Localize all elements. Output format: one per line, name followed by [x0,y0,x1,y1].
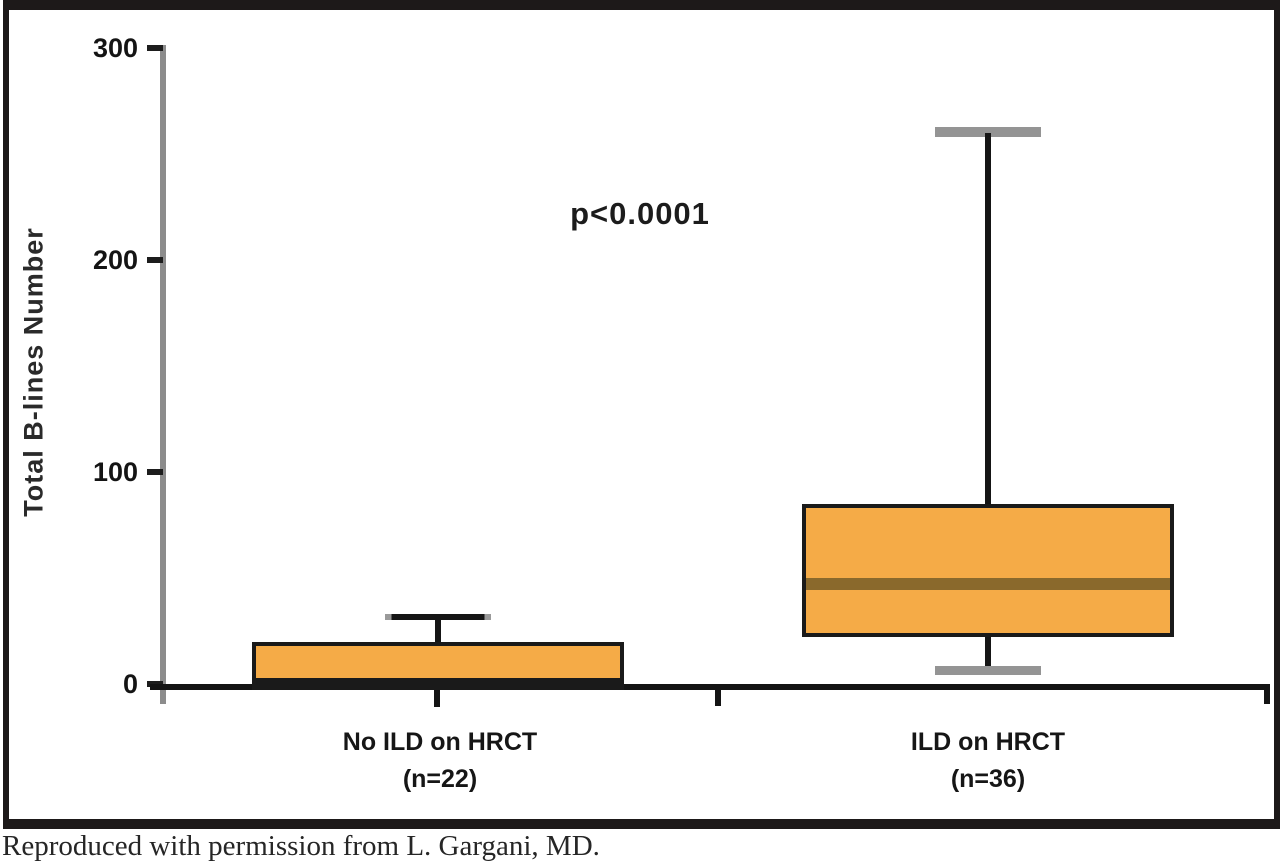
x-category-label-ild-n: (n=36) [950,765,1026,793]
x-category-label-no-ild-name: No ILD on HRCT [342,728,538,756]
figure-caption: Reproduced with permission from L. Garga… [2,830,600,862]
left-boxplot-box [252,641,624,690]
y-tick-label-200: 200 [92,245,138,275]
chart-frame-border [3,0,1280,829]
right-boxplot-box [802,503,1174,638]
left-box-upper-whisker-cap [385,614,491,621]
x-axis-line [150,684,1270,690]
right-box-upper-whisker-line [985,132,991,504]
x-category-label-ild: ILD on HRCT (n=36) [828,726,1148,796]
y-axis-line [160,45,166,704]
y-tick-200 [147,257,163,263]
right-box-lower-whisker-line [985,637,991,670]
left-box-upper-whisker-line [435,618,441,642]
y-axis-title: Total B-lines Number [18,227,49,517]
y-tick-100 [147,469,163,475]
x-tick-middle [715,690,721,706]
right-box-lower-whisker-cap [935,666,1041,676]
x-category-label-ild-name: ILD on HRCT [910,728,1066,756]
x-tick-left-category [434,690,440,707]
x-category-label-no-ild: No ILD on HRCT (n=22) [280,726,600,796]
y-tick-label-100: 100 [92,457,138,487]
y-tick-label-0: 0 [122,669,138,699]
x-tick-right-end [1264,690,1270,704]
p-value-annotation: p<0.0001 [570,196,710,231]
y-tick-label-300: 300 [92,33,138,63]
y-tick-300 [147,45,163,51]
right-box-upper-whisker-cap [935,126,1041,137]
x-category-label-no-ild-n: (n=22) [402,765,478,793]
right-box-median-line [806,578,1170,591]
